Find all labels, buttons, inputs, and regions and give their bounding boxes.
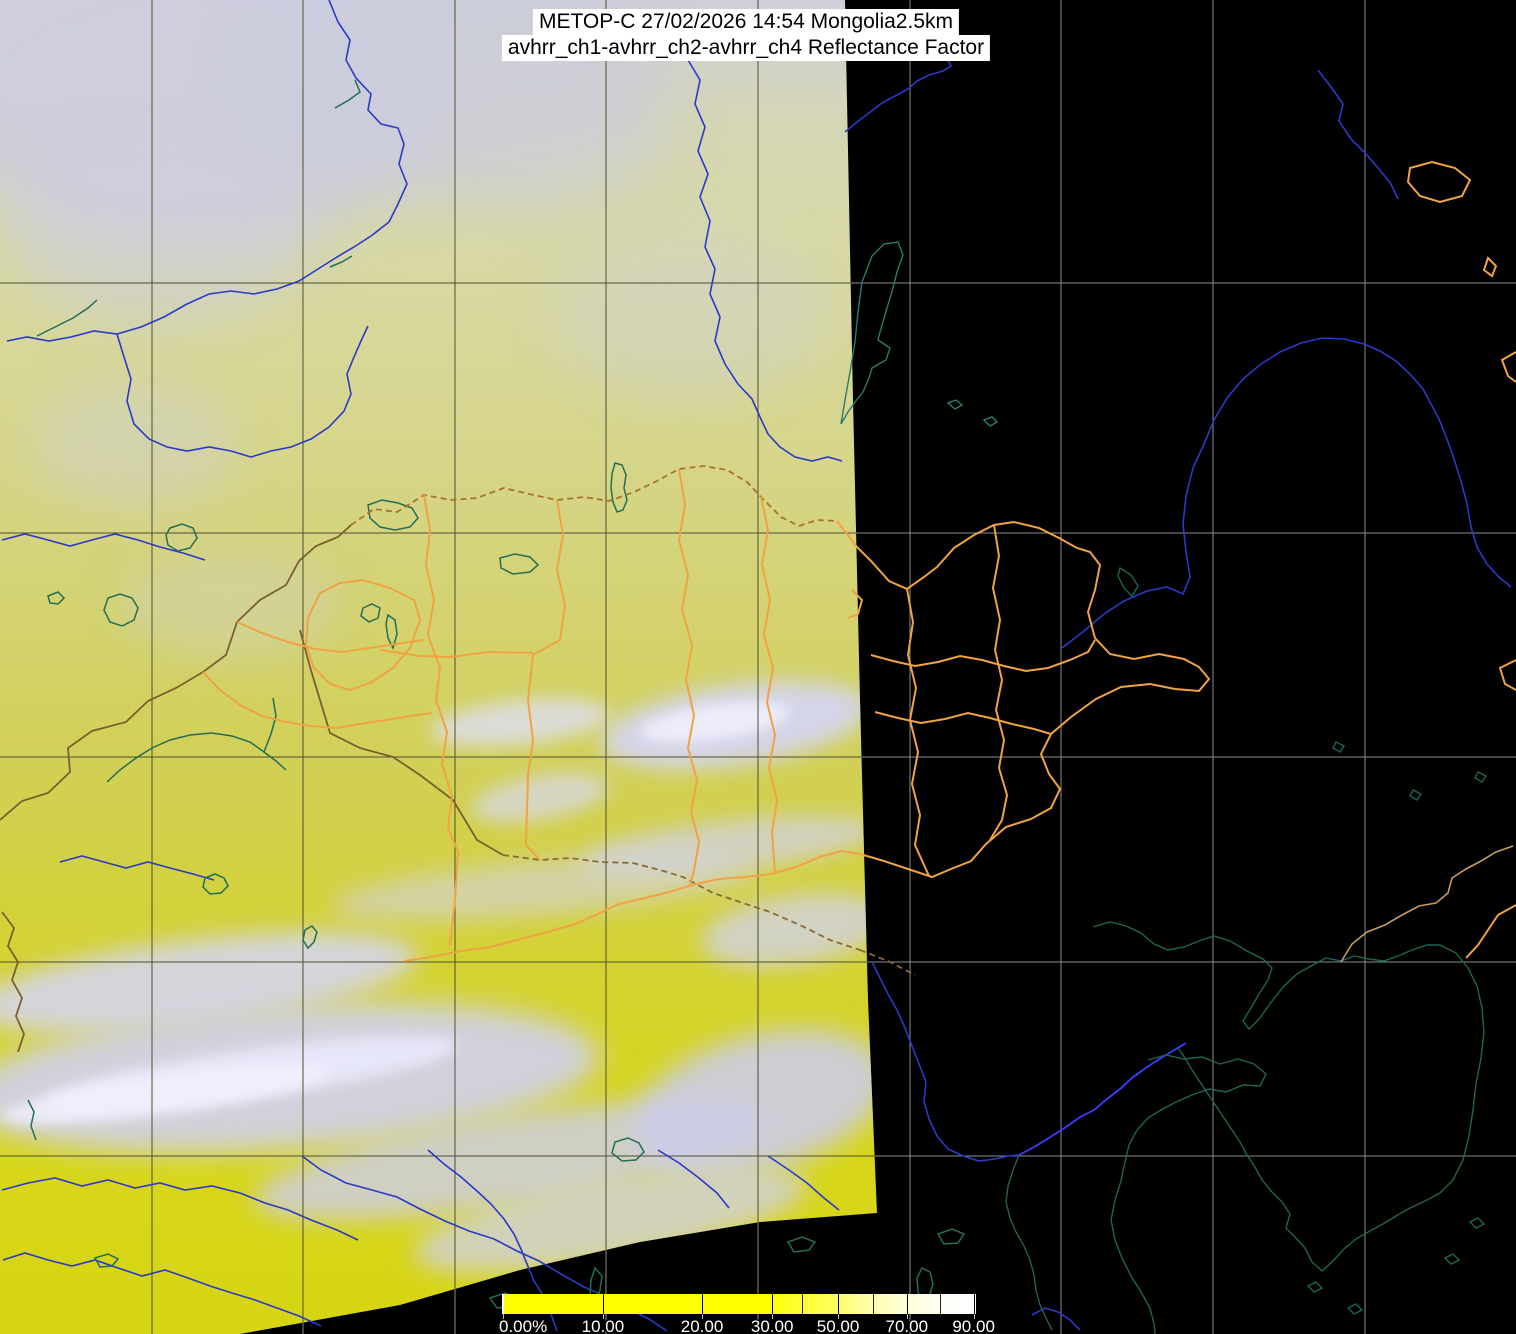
colorbar-minor-tick-40 <box>802 1294 804 1314</box>
yellow-river <box>1018 1042 1187 1156</box>
colorbar-tick-stub <box>973 1314 975 1319</box>
lake-baikal <box>840 241 904 425</box>
colorbar-tick-0 <box>502 1294 504 1314</box>
colorbar-tick-70 <box>906 1294 908 1314</box>
amur-river <box>1061 337 1512 649</box>
cloud-patch <box>10 140 310 330</box>
colorbar-tick-label: 20.00 <box>680 1317 724 1334</box>
colorbar-tick-stub <box>602 1314 604 1319</box>
russia-mongolia-border <box>350 465 838 527</box>
china-mongolia-border <box>502 854 916 976</box>
colorbar-tick-label: 90.00 <box>952 1317 995 1334</box>
shandong-coast <box>1110 1054 1267 1334</box>
colorbar-minor-tick-60 <box>873 1294 875 1314</box>
colorbar-tick-label: 10.00 <box>581 1317 625 1334</box>
colorbar-tick-stub <box>702 1314 704 1319</box>
title-line-1: METOP-C 27/02/2026 14:54 Mongolia2.5km <box>532 9 959 35</box>
cloud-patch <box>30 380 240 510</box>
cloud-patch <box>550 230 830 400</box>
colorbar-minor-tick-80 <box>939 1294 941 1314</box>
country-border-west <box>0 524 504 1053</box>
colorbar-tick-90 <box>973 1294 975 1314</box>
coastlines-layer <box>840 241 1488 1334</box>
colorbar-tick-label: 50.00 <box>816 1317 860 1334</box>
colorbar-tick-stub <box>772 1314 774 1319</box>
colorbar-tick-30 <box>772 1294 774 1314</box>
colorbar-tick-stub <box>503 1314 504 1319</box>
title-line-2: avhrr_ch1-avhrr_ch2-avhrr_ch4 Reflectanc… <box>501 35 991 61</box>
colorbar-tick-label: 0.00% <box>499 1317 548 1334</box>
nk-china-border <box>1340 845 1514 963</box>
colorbar-tick-stub <box>838 1314 840 1319</box>
reflectance-colorbar: 0.00% 10.00 20.00 30.00 50.00 70.00 90.00 <box>499 1294 995 1334</box>
aimag-borders <box>202 160 1516 962</box>
product-title: METOP-C 27/02/2026 14:54 Mongolia2.5km a… <box>501 9 991 61</box>
colorbar-tick-label: 30.00 <box>750 1317 794 1334</box>
colorbar-tick-50 <box>838 1294 840 1314</box>
colorbar-tick-20 <box>702 1294 704 1314</box>
lakes-layer <box>27 79 966 1309</box>
lake-hovsgol <box>610 462 628 513</box>
bohai-liaodong-korea-coast <box>1092 921 1485 1272</box>
colorbar-tick-10 <box>602 1294 604 1314</box>
colorbar-tick-label: 70.00 <box>885 1317 929 1334</box>
colorbar-tick-stub <box>906 1314 908 1319</box>
